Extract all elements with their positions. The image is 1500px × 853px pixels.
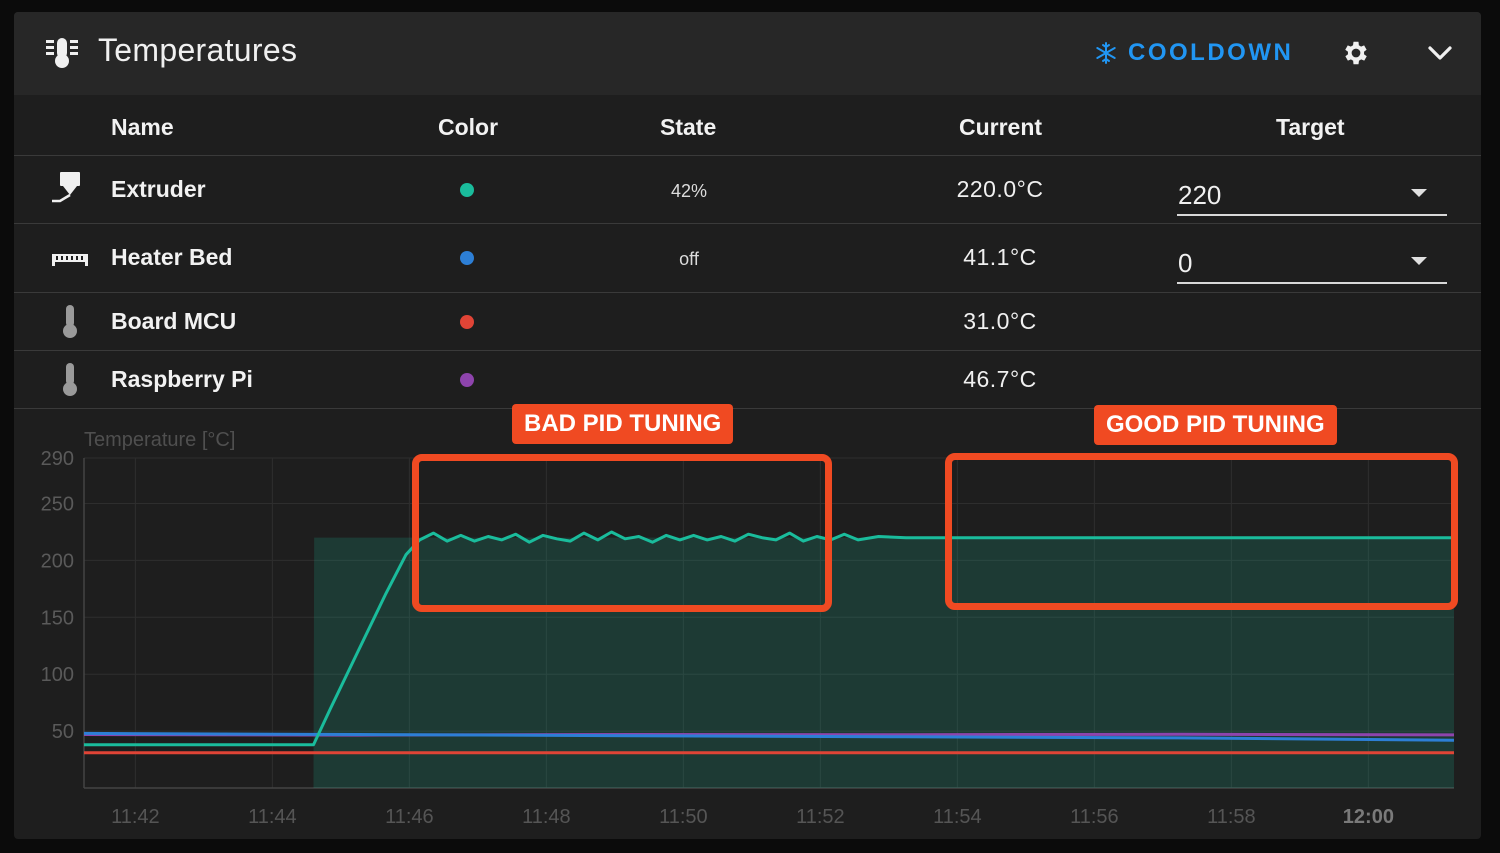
table-row-heater-bed[interactable]: Heater Bed off 41.1°C 0 [14,224,1481,293]
x-tick-label: 11:48 [522,806,571,828]
x-tick-label: 11:54 [933,806,982,828]
color-dot[interactable] [460,315,474,329]
current-temperature: 31.0°C [963,308,1037,334]
series-line-heater-bed [83,731,1455,742]
card-title: Temperatures [98,32,298,68]
x-tick-label: 11:42 [111,806,160,828]
color-dot[interactable] [460,183,474,197]
thermometer-icon [63,363,77,396]
column-header-current[interactable]: Current [959,114,1043,140]
target-value: 220 [1178,180,1222,210]
current-temperature: 46.7°C [963,366,1037,392]
state-value: 42% [670,181,708,201]
y-axis-label: Temperature [°C] [84,429,235,451]
target-select[interactable]: 220 [1177,174,1447,216]
chevron-down-icon[interactable] [1425,38,1455,68]
x-tick-label: 12:00 [1343,806,1394,828]
y-tick-label: 290 [41,448,74,470]
dropdown-caret-icon [1411,189,1427,197]
temperature-chart[interactable]: 290 250 200 150 100 50 11:42 11:44 11:46 11:48 11:… [14,404,1481,839]
x-tick-label: 11:50 [659,806,708,828]
y-tick-label: 100 [41,664,74,686]
table-header: Name Color State Current Target [14,95,1481,156]
bad-pid-label: BAD PID TUNING [512,404,734,444]
state-value: off [679,249,699,269]
heater-bed-icon [52,254,88,266]
target-value: 0 [1178,248,1193,278]
dropdown-caret-icon [1411,257,1427,265]
bad-pid-box [412,454,832,612]
column-header-state[interactable]: State [660,114,717,140]
sensor-name: Raspberry Pi [111,366,253,392]
good-pid-box [945,453,1458,610]
table-row-raspberry-pi[interactable]: Raspberry Pi 46.7°C [14,351,1481,409]
current-temperature: 41.1°C [963,244,1037,270]
y-tick-label: 150 [41,607,74,629]
temperatures-card: Temperatures COOLDOWN Name Color State [14,12,1481,839]
cooldown-label: COOLDOWN [1128,39,1294,66]
color-dot[interactable] [460,373,474,387]
column-header-color[interactable]: Color [438,114,499,140]
sensor-name: Extruder [111,176,206,202]
good-pid-label: GOOD PID TUNING [1094,405,1337,445]
snowflake-icon [1096,42,1116,64]
chart-svg[interactable]: 290 250 200 150 100 50 11:42 11:44 11:46 11:48 11:… [14,408,1481,839]
column-header-name[interactable]: Name [111,114,174,140]
y-tick-label: 250 [41,494,74,516]
y-tick-label: 50 [52,721,74,743]
extruder-icon [52,172,80,203]
sensor-name: Heater Bed [111,244,233,270]
extruder-target-area [84,537,1454,788]
card-header: Temperatures COOLDOWN [14,12,1481,95]
y-tick-label: 200 [41,550,74,572]
current-temperature: 220.0°C [956,176,1044,202]
column-header-target[interactable]: Target [1276,114,1345,140]
x-tick-label: 11:44 [248,806,297,828]
color-dot[interactable] [460,251,474,265]
target-select[interactable]: 0 [1177,242,1447,284]
x-tick-label: 11:52 [796,806,845,828]
x-tick-label: 11:46 [385,806,434,828]
thermometer-icon [63,305,77,338]
series-line-extruder [84,530,1454,747]
x-tick-label: 11:58 [1207,806,1256,828]
table-row-extruder[interactable]: Extruder 42% 220.0°C 220 [14,156,1481,224]
gear-icon[interactable] [1341,38,1371,68]
table-row-board-mcu[interactable]: Board MCU 31.0°C [14,293,1481,351]
cooldown-button[interactable]: COOLDOWN [1094,36,1293,70]
sensor-name: Board MCU [111,308,237,334]
x-tick-label: 11:56 [1070,806,1119,828]
thermometer-lines-icon [46,38,78,68]
